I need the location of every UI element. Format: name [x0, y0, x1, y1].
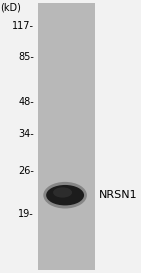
Ellipse shape: [53, 187, 72, 198]
Text: 117-: 117-: [12, 21, 34, 31]
Text: 48-: 48-: [18, 97, 34, 107]
Text: (kD): (kD): [0, 3, 21, 13]
Text: 19-: 19-: [18, 209, 34, 219]
Text: 85-: 85-: [18, 52, 34, 62]
Ellipse shape: [43, 182, 87, 209]
Text: 34-: 34-: [18, 129, 34, 139]
Bar: [38, 3, 95, 270]
Text: 26-: 26-: [18, 166, 34, 176]
Text: NRSN1: NRSN1: [99, 190, 137, 200]
Ellipse shape: [46, 185, 84, 206]
